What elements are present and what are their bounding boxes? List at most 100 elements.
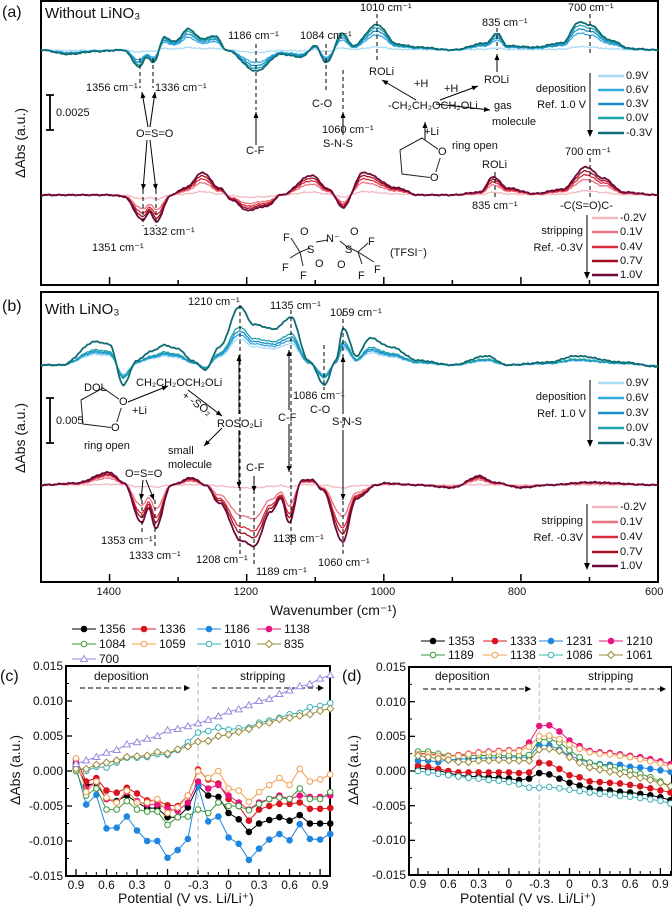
data-point [112, 745, 122, 753]
arrow-head-icon [340, 112, 346, 118]
data-point [265, 795, 273, 803]
data-point [113, 799, 120, 806]
data-point [163, 749, 172, 758]
data-point [316, 820, 324, 827]
data-point [102, 748, 111, 756]
data-point [485, 748, 493, 756]
legend-marker [491, 651, 499, 659]
data-point [184, 813, 192, 820]
data-point [215, 793, 222, 801]
data-point [306, 820, 314, 827]
deposition-label: deposition [535, 83, 586, 95]
data-point [585, 763, 594, 772]
data-point [316, 795, 324, 803]
data-point [423, 752, 433, 762]
data-point [535, 784, 543, 791]
annotation-b: C-F [246, 462, 265, 474]
data-point [545, 744, 554, 754]
data-point [194, 767, 202, 775]
data-point [556, 785, 563, 792]
data-point [255, 788, 263, 796]
arrow-head-icon [584, 563, 590, 570]
data-point [255, 820, 263, 827]
annotation-a: 1336 cm⁻¹ [155, 82, 207, 94]
dol-oxygen: O [430, 172, 439, 184]
data-point [566, 779, 573, 787]
data-point [475, 775, 482, 782]
data-point [154, 795, 161, 803]
annotation-a: +H [414, 78, 429, 90]
data-point [535, 733, 543, 740]
data-point [596, 778, 604, 786]
data-point [315, 706, 325, 716]
legend-label: 1353 [448, 634, 475, 648]
data-point [82, 788, 90, 796]
y-tick-label: -0.005 [371, 798, 406, 813]
annotation-a: molecule [492, 116, 537, 128]
annotation-b: 1333 cm⁻¹ [129, 550, 181, 562]
scale-bar-b [46, 397, 54, 444]
data-point [276, 794, 283, 801]
data-point [326, 771, 334, 778]
data-point [245, 798, 253, 806]
data-point [484, 756, 493, 765]
tfsi-atom: F [300, 270, 307, 282]
legend-marker [547, 651, 555, 659]
data-point [245, 856, 253, 864]
data-point [133, 827, 141, 834]
data-point [326, 820, 334, 827]
legend-label: -0.2V [620, 501, 647, 513]
data-point [474, 756, 483, 765]
legend-label: 1333 [510, 634, 537, 648]
arrow-head-icon [422, 122, 428, 128]
legend-label: 1356 [99, 622, 126, 636]
data-point [163, 725, 172, 734]
data-point [164, 809, 171, 817]
legend-marker [205, 640, 213, 648]
data-point [305, 679, 315, 688]
data-point [306, 704, 314, 711]
data-point [275, 689, 284, 697]
data-point [113, 824, 120, 832]
arrow-head-icon [151, 92, 157, 99]
data-point [103, 794, 110, 801]
legend-label: 0.3V [626, 407, 649, 419]
data-point [113, 806, 120, 813]
data-point [286, 817, 293, 825]
data-point [306, 778, 314, 785]
annotation-arrow [127, 385, 169, 403]
panel-a-frame [40, 0, 659, 286]
legend-marker [140, 625, 148, 633]
annotation-b: ring open [84, 440, 130, 452]
tfsi-atom: N⁻ [326, 233, 340, 245]
legend-label: 1.0V [620, 560, 643, 572]
annotation-a: C-O [312, 98, 333, 110]
data-point [606, 779, 614, 787]
annotation-a: 1356 cm⁻¹ [86, 82, 138, 94]
data-point [657, 760, 664, 767]
tfsi-structure-bonds [289, 237, 375, 267]
x-tick-label: 0.9 [652, 877, 669, 891]
arrow-head-icon [483, 106, 490, 112]
panel-a-ylabel: ΔAbs (a.u.) [12, 107, 28, 179]
x-tick-label: -0.3 [188, 878, 209, 892]
data-point [306, 795, 314, 803]
legend-label: 1061 [626, 648, 653, 662]
data-point [326, 788, 334, 796]
arrow-head-icon [286, 466, 292, 472]
legend-marker [547, 637, 555, 645]
legend-label: 1010 [224, 637, 251, 651]
reference-label: Ref. -0.3V [533, 532, 583, 544]
annotation-a: 1010 cm⁻¹ [360, 2, 412, 14]
x-tick-label: 1000 [370, 586, 396, 598]
data-point [535, 769, 543, 777]
legend-label: 0.1V [620, 226, 643, 238]
series-1333 [414, 759, 672, 796]
arrow-head-icon [340, 356, 346, 362]
data-point [316, 805, 324, 813]
data-point [566, 786, 573, 794]
data-point [636, 794, 644, 802]
data-point [154, 801, 161, 808]
data-point [184, 792, 192, 799]
annotation-b: +Li [132, 405, 147, 417]
